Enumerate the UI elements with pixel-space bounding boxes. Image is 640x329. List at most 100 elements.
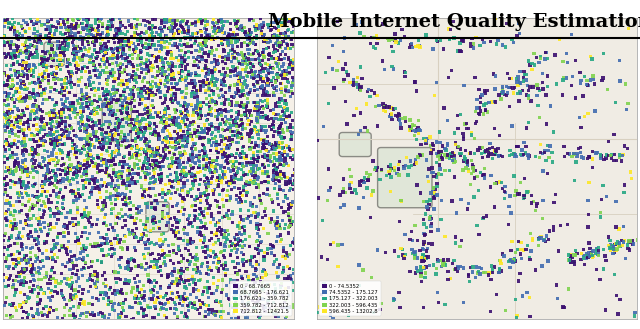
Point — [96, 290, 106, 295]
Point — [103, 39, 113, 44]
Point — [166, 68, 177, 74]
Point — [156, 305, 166, 310]
Point — [252, 167, 262, 172]
Point — [244, 69, 254, 75]
Point — [215, 122, 225, 127]
Point — [113, 141, 124, 147]
Point — [535, 54, 545, 59]
Point — [76, 234, 86, 240]
Point — [107, 136, 117, 141]
Point — [92, 30, 102, 35]
Point — [45, 305, 56, 310]
Point — [225, 85, 235, 90]
Point — [31, 50, 41, 55]
Point — [136, 36, 147, 41]
Point — [188, 182, 198, 188]
Point — [154, 294, 164, 300]
Point — [423, 254, 433, 260]
Point — [509, 173, 519, 179]
Point — [273, 265, 284, 270]
Point — [215, 121, 225, 127]
Point — [610, 272, 620, 277]
Point — [288, 63, 298, 68]
Point — [83, 252, 93, 258]
Point — [461, 165, 471, 170]
Point — [202, 201, 212, 206]
Point — [280, 221, 291, 227]
Point — [217, 72, 227, 78]
Point — [38, 173, 49, 178]
Point — [197, 18, 207, 23]
Point — [239, 102, 250, 108]
Point — [97, 147, 108, 152]
Point — [207, 20, 218, 25]
Point — [174, 125, 184, 130]
Point — [381, 173, 392, 178]
Point — [21, 258, 31, 264]
Point — [32, 284, 42, 290]
Point — [207, 132, 217, 137]
Point — [111, 280, 122, 285]
Point — [224, 33, 234, 38]
Point — [19, 128, 29, 133]
Point — [166, 28, 177, 33]
Point — [35, 33, 45, 38]
Point — [219, 80, 229, 85]
Point — [42, 27, 52, 33]
Point — [209, 52, 220, 58]
Point — [29, 22, 39, 28]
Point — [113, 170, 124, 176]
Point — [266, 27, 276, 32]
Point — [526, 248, 536, 253]
Point — [26, 131, 36, 137]
Point — [161, 122, 172, 127]
Point — [54, 119, 65, 125]
Point — [521, 72, 531, 77]
Point — [93, 229, 104, 235]
Point — [273, 143, 284, 149]
Point — [261, 148, 271, 153]
Point — [180, 59, 190, 64]
Point — [61, 81, 71, 86]
Point — [136, 265, 147, 270]
Point — [204, 48, 214, 54]
Point — [255, 234, 265, 239]
Point — [79, 129, 90, 134]
Point — [209, 312, 220, 317]
Point — [58, 175, 68, 181]
Point — [124, 176, 134, 182]
Point — [23, 199, 33, 204]
Point — [234, 243, 244, 249]
Point — [43, 24, 53, 29]
Point — [22, 48, 32, 53]
Point — [28, 184, 38, 189]
Point — [474, 188, 484, 193]
Point — [148, 115, 158, 120]
Point — [243, 274, 253, 280]
Point — [287, 199, 298, 205]
Point — [487, 99, 497, 105]
Point — [242, 274, 252, 279]
Point — [38, 60, 48, 65]
Point — [186, 134, 196, 139]
Point — [280, 181, 291, 187]
Point — [48, 136, 58, 141]
Point — [511, 188, 522, 193]
Point — [194, 169, 204, 175]
Point — [268, 56, 278, 61]
Point — [98, 168, 108, 173]
Point — [61, 122, 71, 127]
Point — [144, 265, 154, 270]
Point — [217, 215, 227, 220]
Point — [259, 91, 269, 96]
Point — [235, 75, 245, 80]
Point — [28, 287, 38, 292]
Point — [60, 161, 70, 166]
Point — [156, 71, 166, 76]
Point — [289, 288, 299, 293]
Point — [109, 301, 119, 306]
Point — [401, 155, 412, 160]
Point — [216, 80, 227, 85]
Point — [109, 150, 120, 155]
Point — [29, 287, 40, 292]
